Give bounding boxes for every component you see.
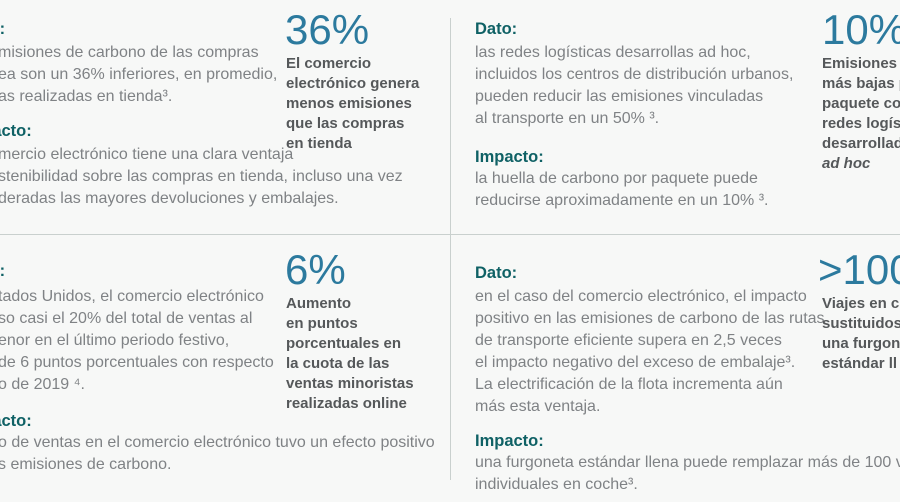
- stat-caption-lines: Emisiones más bajas p paquete co redes logí…: [822, 54, 900, 154]
- text-line: de transporte eficiente supera en 2,5 ve…: [475, 332, 782, 349]
- text-line: Aumento: [286, 295, 351, 312]
- text-line: La electrificación de la flota increment…: [475, 376, 783, 393]
- text-line: pueden reducir las emisiones vinculadas: [475, 88, 764, 105]
- stat-caption: Aumento en puntos porcentuales en la cuota …: [286, 294, 414, 414]
- dato-text: las redes logísticas desarrollas ad hoc,…: [475, 42, 793, 130]
- text-line: enor en el último periodo festivo,: [0, 332, 230, 349]
- text-line: realizadas online: [286, 395, 407, 412]
- text-line: una furgon: [822, 335, 900, 352]
- text-line: una furgoneta estándar llena puede rempl…: [475, 454, 900, 471]
- text-line: que las compras: [286, 115, 405, 132]
- text-line: redes logís: [822, 115, 900, 132]
- vertical-divider: [450, 18, 451, 480]
- impacto-text: o de ventas en el comercio electrónico t…: [0, 432, 435, 476]
- stat-value: 10%: [822, 6, 900, 53]
- stat-value: >100: [818, 246, 900, 293]
- dato-label: Dato:: [475, 20, 518, 38]
- text-line: al transporte en un 50% ³.: [475, 110, 660, 127]
- text-line: en el caso del comercio electrónico, el …: [475, 288, 807, 305]
- text-line: electrónico genera: [286, 75, 420, 92]
- text-line: en tienda: [286, 135, 352, 152]
- text-line: la huella de carbono por paquete puede: [475, 170, 758, 187]
- text-line: deradas las mayores devoluciones y embal…: [0, 190, 339, 207]
- text-line: desarrollad: [822, 135, 900, 152]
- text-line: en puntos: [286, 315, 358, 332]
- text-line: reducirse aproximadamente en un 10% ³.: [475, 192, 769, 209]
- dato-text: en el caso del comercio electrónico, el …: [475, 286, 825, 418]
- impacto-label: Impacto:: [0, 412, 32, 430]
- stat-value: 36%: [285, 6, 370, 53]
- text-line: El comercio: [286, 55, 372, 72]
- text-line: sustituidos: [822, 315, 900, 332]
- dato-text: misiones de carbono de las compras ea son…: [0, 42, 277, 108]
- impacto-text: una furgoneta estándar llena puede rempl…: [475, 452, 900, 496]
- text-line: tados Unidos, el comercio electrónico: [0, 288, 264, 305]
- stat-caption-lines: Aumento en puntos porcentuales en la cuota …: [286, 294, 414, 414]
- text-line: más esta ventaja.: [475, 398, 601, 415]
- stat-caption-italic: ad hoc: [822, 155, 871, 172]
- impacto-label: Impacto:: [475, 432, 544, 450]
- text-line: s emisiones de carbono.: [0, 456, 172, 473]
- text-line: misiones de carbono de las compras: [0, 44, 259, 61]
- text-line: más bajas p: [822, 75, 900, 92]
- dato-label: Dato:: [0, 262, 6, 280]
- text-line: ea son un 36% inferiores, en promedio,: [0, 66, 278, 83]
- stat-caption-lines: Viajes en c sustituidos una furgon estándar…: [822, 294, 900, 374]
- text-line: estándar ll: [822, 355, 898, 372]
- stat-caption: Viajes en c sustituidos una furgon estándar…: [822, 294, 900, 374]
- impacto-text: mercio electrónico tiene una clara venta…: [0, 144, 403, 210]
- text-line: o de 2019 ⁴.: [0, 376, 85, 393]
- text-line: la cuota de las: [286, 355, 390, 372]
- text-line: incluidos los centros de distribución ur…: [475, 66, 794, 83]
- impacto-label: Impacto:: [0, 122, 32, 140]
- text-line: individuales en coche³.: [475, 476, 638, 493]
- text-line: o de ventas en el comercio electrónico t…: [0, 434, 435, 451]
- text-line: Viajes en c: [822, 295, 900, 312]
- text-line: stenibilidad sobre las compras en tienda…: [0, 168, 403, 185]
- impacto-label: Impacto:: [475, 148, 544, 166]
- stat-value: 6%: [285, 246, 346, 293]
- dato-label: Dato:: [475, 264, 518, 282]
- text-line: Emisiones: [822, 55, 898, 72]
- horizontal-divider: [0, 234, 900, 235]
- text-line: porcentuales en: [286, 335, 402, 352]
- dato-label: Dato:: [0, 20, 6, 38]
- stat-caption-lines: El comercio electrónico genera menos emisi…: [286, 54, 419, 154]
- text-line: positivo en las emisiones de carbono de …: [475, 310, 825, 327]
- text-line: mercio electrónico tiene una clara venta…: [0, 146, 294, 163]
- text-line: las redes logísticas desarrollas ad hoc,: [475, 44, 751, 61]
- dato-text: tados Unidos, el comercio electrónico so …: [0, 286, 274, 396]
- text-line: ventas minoristas: [286, 375, 414, 392]
- text-line: el impacto negativo del exceso de embala…: [475, 354, 796, 371]
- stat-caption: El comercio electrónico genera menos emisi…: [286, 54, 419, 154]
- impacto-text: la huella de carbono por paquete puede re…: [475, 168, 769, 212]
- stat-caption: Emisiones más bajas p paquete co redes logí…: [822, 54, 900, 174]
- text-line: so casi el 20% del total de ventas al: [0, 310, 253, 327]
- text-line: de 6 puntos porcentuales con respecto: [0, 354, 274, 371]
- text-line: as realizadas en tienda³.: [0, 88, 173, 105]
- text-line: paquete co: [822, 95, 900, 112]
- text-line: menos emisiones: [286, 95, 412, 112]
